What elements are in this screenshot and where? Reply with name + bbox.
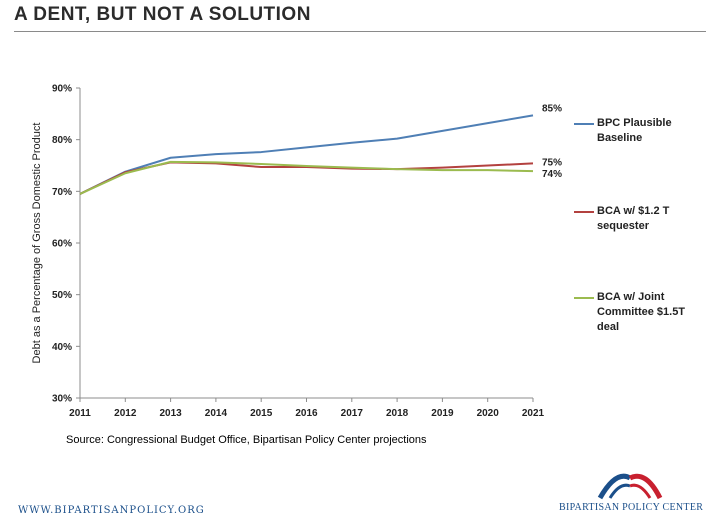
legend-label: BCA w/ Joint Committee $1.5T deal (597, 290, 707, 335)
chart-labels-layer: 85% 75%74% (542, 103, 562, 180)
x-tick-label: 2015 (250, 408, 273, 419)
x-tick-label: 2020 (477, 408, 500, 419)
legend-swatch (574, 211, 594, 213)
legend-label-line: sequester (597, 220, 649, 232)
x-tick-label: 2016 (295, 408, 318, 419)
series-end-label: 75% (542, 157, 562, 168)
legend-label-line: BPC Plausible (597, 117, 672, 129)
chart-axes: 30% 40% 50% 60% 70% 80% 90% 2011 2012 2013 2014 201… (31, 84, 545, 420)
title-divider (14, 31, 706, 32)
x-tick-label: 2018 (386, 408, 409, 419)
legend-swatch (574, 297, 594, 299)
y-tick-label: 90% (52, 84, 72, 95)
chart-title: A DENT, BUT NOT A SOLUTION (14, 4, 311, 25)
y-tick-label: 60% (52, 239, 72, 250)
line-chart: 30% 40% 50% 60% 70% 80% 90% 2011 2012 2013 2014 201… (31, 84, 562, 420)
legend-label-line: BCA w/ $1.2 T (597, 205, 670, 217)
legend-label: BPC Plausible Baseline (597, 116, 707, 146)
legend-label: BCA w/ $1.2 T sequester (597, 204, 707, 234)
series-end-label: 85% (542, 103, 562, 114)
x-tick-label: 2014 (205, 408, 228, 419)
series-end-label: 74% (542, 169, 562, 180)
y-axis-title: Debt as a Percentage of Gross Domestic P… (31, 123, 43, 364)
footer-website-link[interactable]: WWW.BIPARTISANPOLICY.ORG (18, 505, 205, 516)
legend-label-line: Committee $1.5T (597, 306, 686, 318)
y-tick-label: 30% (52, 394, 72, 405)
y-tick-label: 40% (52, 342, 72, 353)
chart-series-layer (79, 114, 534, 195)
bpc-arch-logo-icon (597, 473, 663, 500)
x-tick-label: 2019 (431, 408, 454, 419)
source-note: Source: Congressional Budget Office, Bip… (66, 434, 427, 446)
y-tick-label: 50% (52, 290, 72, 301)
x-tick-label: 2011 (69, 408, 91, 419)
y-tick-label: 80% (52, 135, 72, 146)
legend-label-line: Baseline (597, 132, 643, 144)
x-tick-label: 2021 (522, 408, 545, 419)
x-tick-label: 2017 (341, 408, 364, 419)
legend-label-line: deal (597, 321, 620, 333)
y-tick-label: 70% (52, 187, 72, 198)
x-tick-label: 2013 (159, 408, 182, 419)
x-tick-label: 2012 (114, 408, 137, 419)
series-line-0 (79, 114, 534, 195)
legend-label-line: BCA w/ Joint (597, 291, 665, 303)
footer-organization-name: BIPARTISAN POLICY CENTER (559, 502, 704, 513)
legend-swatch (574, 123, 594, 125)
series-line-2 (79, 160, 534, 195)
